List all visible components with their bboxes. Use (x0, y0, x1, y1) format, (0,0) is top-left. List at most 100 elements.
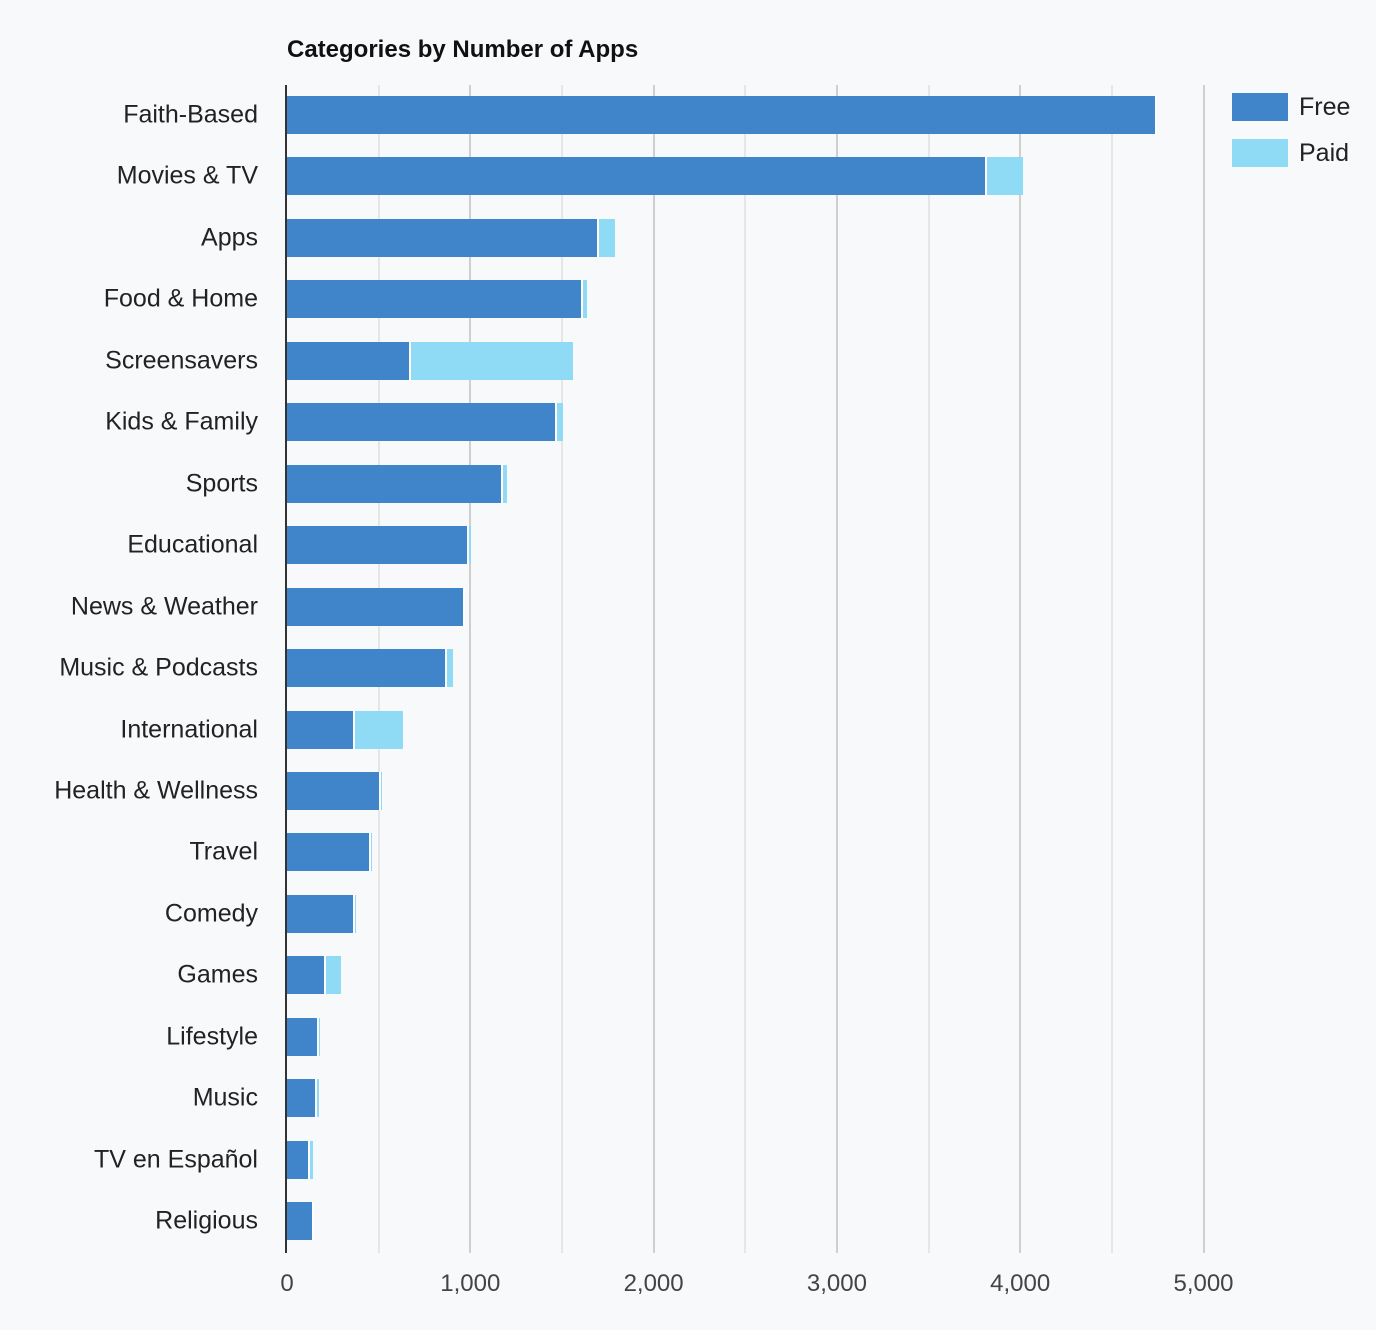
bar-segment-paid[interactable] (409, 341, 574, 380)
x-tick-label: 3,000 (806, 1270, 867, 1297)
bar-segment-paid[interactable] (307, 1140, 314, 1179)
x-tick-label: 5,000 (1173, 1270, 1234, 1297)
gridline (1019, 85, 1022, 1253)
bar-segment-free[interactable] (287, 464, 502, 503)
bar-segment-paid[interactable] (501, 464, 508, 503)
category-label: Comedy (164, 899, 258, 928)
gridline (560, 85, 563, 1253)
bar-segment-free[interactable] (287, 157, 986, 196)
legend: Free Paid (1232, 84, 1350, 176)
gridline (1202, 85, 1205, 1253)
category-label: TV en Español (94, 1145, 258, 1174)
category-label: Lifestyle (166, 1022, 258, 1051)
legend-item-free[interactable]: Free (1232, 84, 1350, 130)
x-tick-label: 2,000 (623, 1270, 684, 1297)
gridline (744, 85, 747, 1253)
bar-segment-paid[interactable] (323, 956, 342, 995)
gridline (835, 85, 838, 1253)
gridline (652, 85, 655, 1253)
x-tick-label: 4,000 (990, 1270, 1051, 1297)
bar-segment-free[interactable] (287, 526, 468, 565)
bar-segment-free[interactable] (287, 587, 464, 626)
bar-row (287, 157, 1024, 196)
category-label: Educational (127, 530, 258, 559)
bar-segment-paid[interactable] (353, 710, 404, 749)
bar-row (287, 710, 404, 749)
bar-row (287, 403, 564, 442)
bar-segment-paid[interactable] (369, 833, 373, 872)
bar-row (287, 1079, 319, 1118)
bar-segment-paid[interactable] (985, 157, 1024, 196)
category-label: Sports (185, 469, 258, 498)
bar-segment-paid[interactable] (463, 587, 466, 626)
bar-row (287, 218, 616, 257)
bar-segment-paid[interactable] (581, 280, 588, 319)
bar-segment-free[interactable] (287, 218, 598, 257)
bar-segment-paid[interactable] (467, 526, 472, 565)
category-label: Screensavers (105, 346, 258, 375)
bar-segment-free[interactable] (287, 894, 354, 933)
bar-segment-free[interactable] (287, 1202, 312, 1241)
y-axis-line (285, 85, 287, 1253)
bar-segment-free[interactable] (287, 649, 446, 688)
category-label: International (120, 715, 258, 743)
bar-row (287, 464, 508, 503)
gridline (469, 85, 472, 1253)
bar-row (287, 771, 383, 810)
plot-area (285, 85, 1287, 1253)
category-label: Music (192, 1083, 258, 1112)
bar-segment-free[interactable] (287, 96, 1156, 134)
bar-segment-free[interactable] (287, 280, 582, 319)
bar-segment-paid[interactable] (597, 218, 616, 257)
bar-segment-paid[interactable] (555, 403, 564, 442)
bar-segment-free[interactable] (287, 771, 380, 810)
bar-row (287, 956, 342, 995)
category-label: Games (177, 960, 258, 989)
bar-segment-free[interactable] (287, 833, 370, 872)
bar-segment-paid[interactable] (311, 1202, 314, 1241)
bar-segment-paid[interactable] (379, 771, 383, 810)
category-label: Music & Podcasts (59, 653, 258, 682)
bar-row (287, 1017, 321, 1056)
bar-row (287, 96, 1158, 134)
category-label: Movies & TV (116, 161, 258, 190)
category-label: Travel (189, 837, 258, 866)
bar-row (287, 1140, 314, 1179)
bar-segment-paid[interactable] (445, 649, 454, 688)
legend-swatch-free (1232, 93, 1288, 121)
bar-row (287, 649, 454, 688)
gridline (927, 85, 930, 1253)
bar-segment-free[interactable] (287, 710, 354, 749)
chart-title: Categories by Number of Apps (287, 36, 639, 63)
category-label: Health & Wellness (54, 776, 258, 805)
bar-segment-paid[interactable] (1155, 96, 1158, 134)
bar-row (287, 280, 588, 319)
bar-segment-paid[interactable] (353, 894, 357, 933)
category-label: Religious (155, 1206, 258, 1235)
bar-segment-paid[interactable] (317, 1017, 321, 1056)
gridline (1110, 85, 1113, 1253)
category-label: Apps (201, 223, 258, 252)
category-label: News & Weather (70, 592, 258, 621)
bar-row (287, 894, 357, 933)
bar-row (287, 587, 466, 626)
x-tick-label: 1,000 (440, 1270, 501, 1297)
category-label: Kids & Family (105, 407, 258, 436)
x-tick-label: 0 (280, 1270, 294, 1297)
bar-segment-free[interactable] (287, 1140, 308, 1179)
bar-row (287, 1202, 314, 1241)
category-label: Food & Home (103, 284, 258, 313)
legend-swatch-paid (1232, 139, 1288, 167)
legend-label: Paid (1299, 138, 1350, 167)
bar-segment-free[interactable] (287, 1017, 318, 1056)
bar-row (287, 833, 373, 872)
bar-row (287, 526, 472, 565)
bar-segment-free[interactable] (287, 956, 324, 995)
bar-segment-free[interactable] (287, 1079, 316, 1118)
bar-segment-free[interactable] (287, 341, 410, 380)
legend-label: Free (1299, 92, 1351, 121)
bar-segment-paid[interactable] (315, 1079, 319, 1118)
legend-item-paid[interactable]: Paid (1232, 130, 1350, 176)
bar-segment-free[interactable] (287, 403, 556, 442)
category-label: Faith-Based (123, 100, 258, 129)
